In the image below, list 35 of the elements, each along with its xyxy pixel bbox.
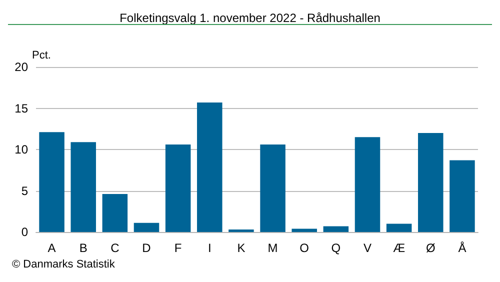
y-tick-label: 15 — [14, 101, 28, 116]
x-tick-label: V — [363, 241, 372, 255]
bar — [165, 144, 191, 232]
x-tick-label: Å — [458, 241, 466, 255]
bar — [102, 194, 128, 232]
x-tick-label: Ø — [426, 241, 436, 255]
x-tick-label: O — [300, 241, 310, 255]
x-tick-label: A — [48, 241, 56, 255]
bar — [70, 142, 96, 232]
bar — [134, 222, 160, 232]
x-tick-label: F — [174, 241, 182, 255]
bar — [260, 144, 286, 232]
y-axis-title: Pct. — [32, 50, 51, 62]
y-tick-label: 20 — [14, 60, 28, 74]
bar — [354, 137, 380, 232]
bar — [39, 132, 64, 232]
x-tick-label: C — [110, 241, 120, 255]
y-tick-label: 0 — [21, 225, 28, 239]
bar — [197, 102, 222, 232]
bar — [323, 226, 349, 232]
bar — [418, 133, 444, 232]
bar — [386, 224, 412, 232]
x-tick-label: Q — [331, 241, 341, 255]
y-tick-label: 5 — [21, 184, 28, 198]
x-tick-label: Æ — [393, 241, 406, 255]
chart-title: Folketingsvalg 1. november 2022 - Rådhushallen — [120, 11, 380, 25]
bar — [450, 160, 475, 232]
x-tick-label: B — [79, 241, 88, 255]
x-tick-label: K — [237, 241, 246, 255]
text: © Danmarks Statistik — [12, 258, 116, 270]
y-tick-label: 10 — [14, 142, 28, 156]
bar — [292, 228, 317, 232]
x-tick-label: D — [142, 241, 152, 255]
x-tick-label: I — [208, 241, 212, 255]
x-tick-label: M — [268, 241, 278, 255]
